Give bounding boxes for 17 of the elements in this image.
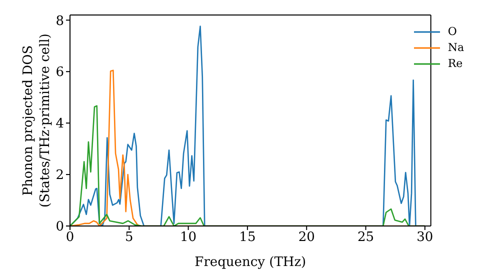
x-tick-label: 30 (416, 230, 434, 246)
y-tick-label: 2 (56, 168, 64, 184)
x-tick-label: 0 (66, 230, 74, 246)
y-tick-label: 0 (56, 220, 64, 235)
y-tick-label: 8 (56, 14, 64, 29)
legend-label: O (448, 24, 457, 40)
x-tick-label: 5 (125, 230, 134, 246)
x-tick-label: 15 (239, 230, 256, 246)
y-tick-label: 6 (56, 65, 64, 80)
legend-label: Re (448, 56, 463, 72)
x-axis-title: Frequency (THz) (194, 255, 306, 270)
x-tick-label: 25 (357, 230, 374, 246)
legend-label: Na (448, 40, 464, 56)
x-tick-label: 10 (180, 230, 197, 246)
y-tick-label: 4 (56, 116, 64, 132)
x-tick-label: 20 (298, 230, 315, 246)
y-axis-title: Phonon projected DOS (States/THz·primitive cell) (21, 33, 53, 208)
